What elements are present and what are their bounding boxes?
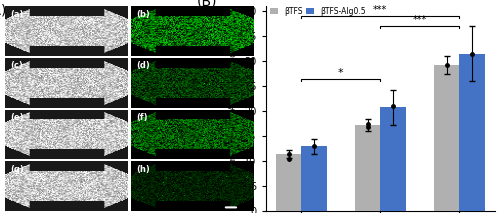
- Text: ***: ***: [373, 5, 388, 15]
- Text: (g): (g): [10, 165, 24, 174]
- Bar: [302, 146, 326, 211]
- Y-axis label: Amount of DNA (μg/scaffold): Amount of DNA (μg/scaffold): [230, 48, 238, 169]
- Bar: [380, 107, 406, 211]
- Text: (B): (B): [196, 0, 217, 8]
- Bar: [355, 125, 380, 211]
- Text: (d): (d): [136, 62, 150, 71]
- Text: (e): (e): [10, 113, 24, 122]
- Legend: βTFS, βTFS-Alg0.5: βTFS, βTFS-Alg0.5: [270, 6, 366, 17]
- Bar: [276, 154, 301, 211]
- Text: ***: ***: [412, 15, 427, 25]
- Text: *: *: [338, 68, 344, 78]
- Text: (f): (f): [136, 113, 147, 122]
- Bar: [434, 65, 460, 211]
- Text: (a): (a): [10, 10, 24, 19]
- Text: (h): (h): [136, 165, 150, 174]
- Text: (A): (A): [0, 4, 7, 18]
- Text: (c): (c): [10, 62, 22, 71]
- Text: (b): (b): [136, 10, 150, 19]
- Bar: [460, 54, 484, 211]
